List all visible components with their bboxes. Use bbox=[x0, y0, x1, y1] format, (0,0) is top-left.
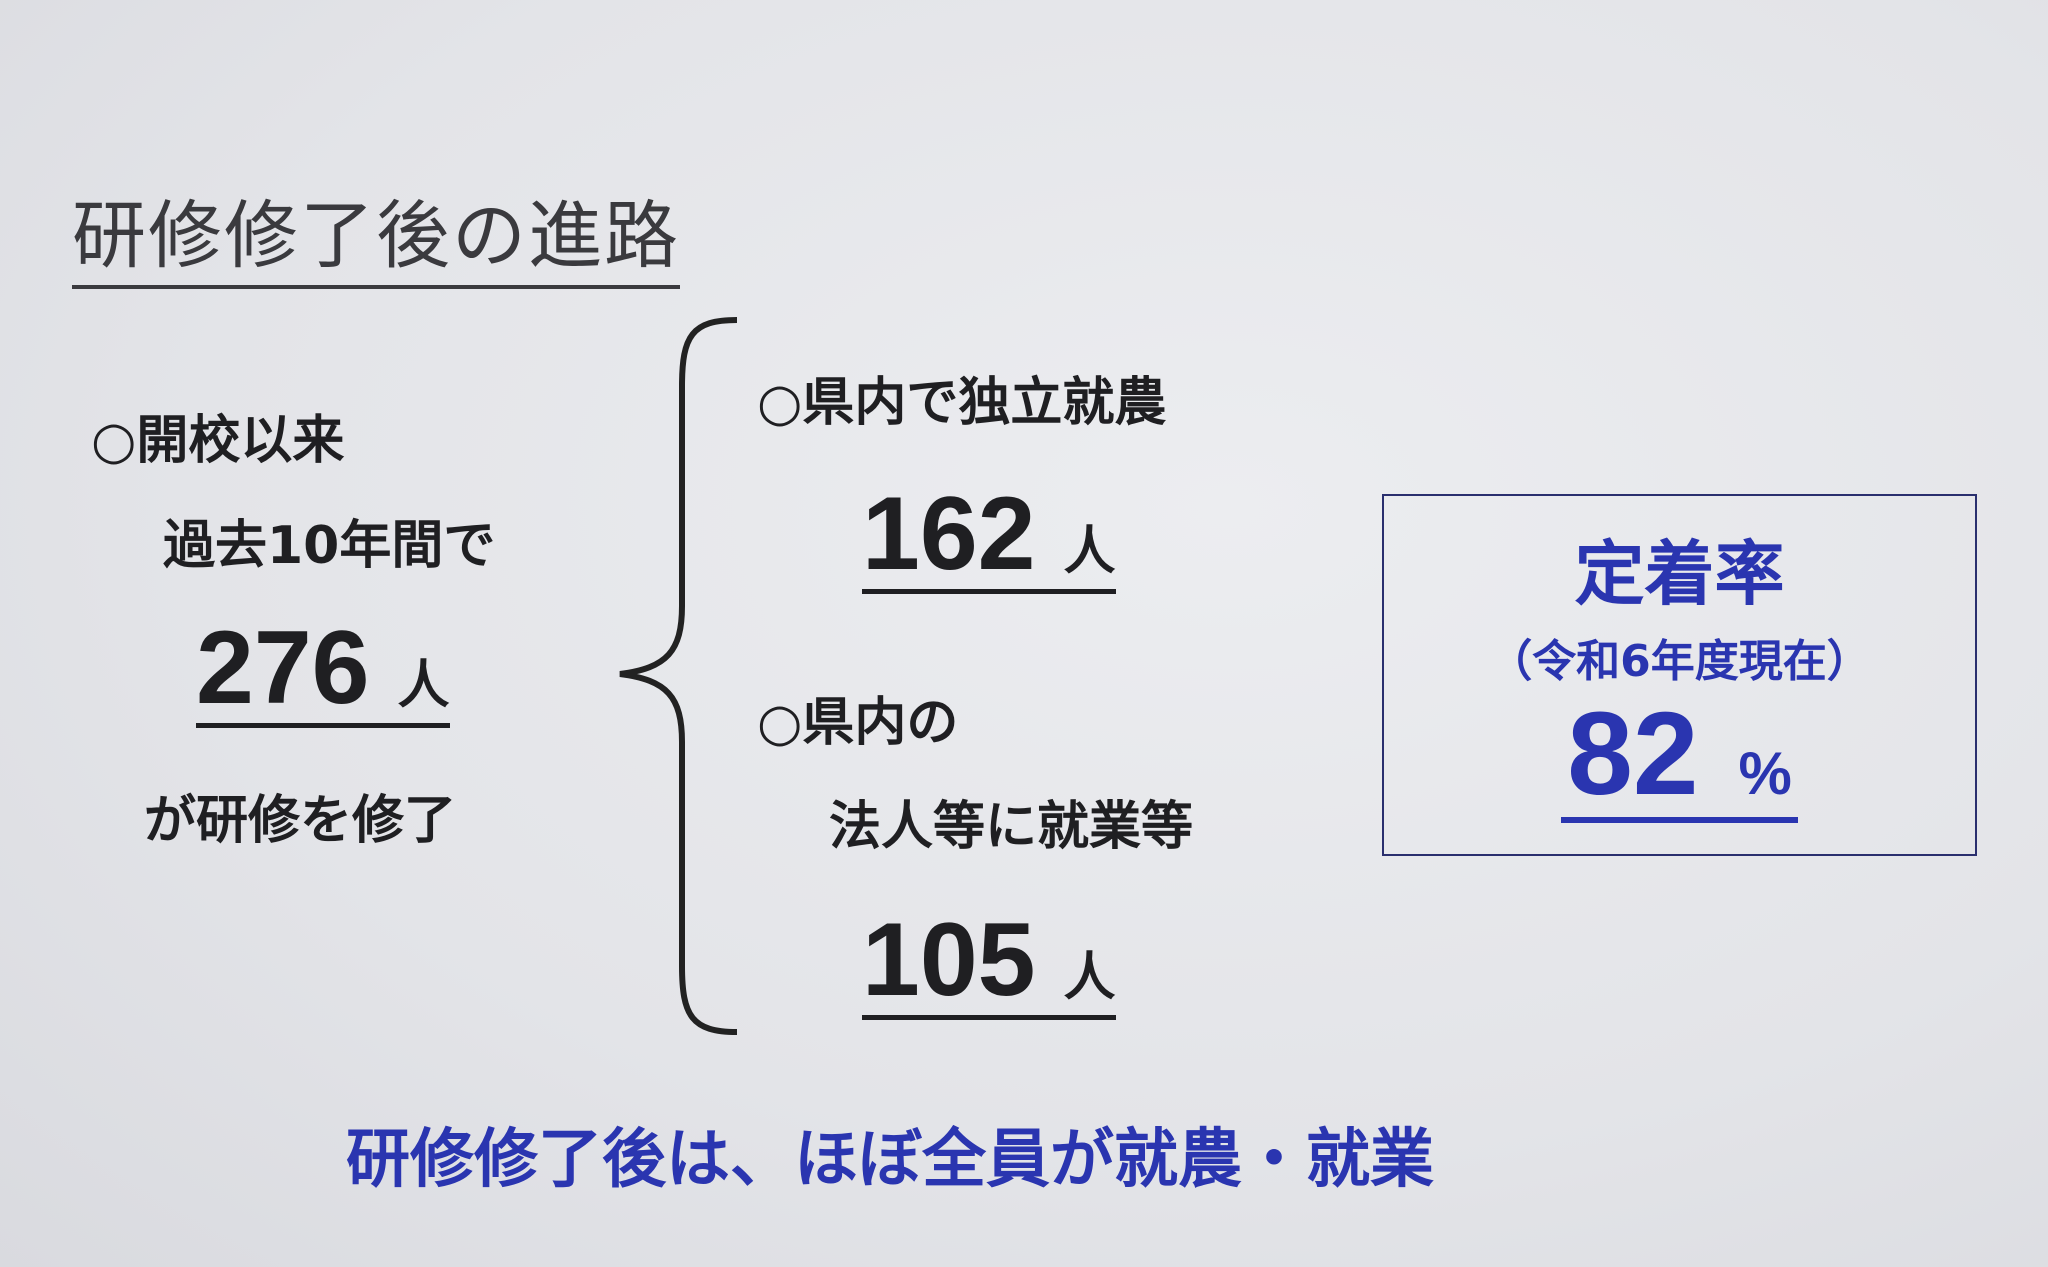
retention-unit: % bbox=[1738, 740, 1792, 807]
total-count: 276 人 bbox=[196, 613, 450, 729]
group2-value: 105 bbox=[862, 902, 1036, 1018]
group1-value: 162 bbox=[862, 476, 1036, 592]
total-value: 276 bbox=[196, 610, 370, 726]
total-unit: 人 bbox=[397, 657, 450, 715]
retention-title: 定着率 bbox=[1574, 533, 1785, 615]
left-line1: ○開校以来 bbox=[91, 411, 345, 471]
group1-label: ○県内で独立就農 bbox=[757, 373, 1167, 433]
page-title: 研修修了後の進路 bbox=[72, 176, 680, 289]
group1-count: 162 人 bbox=[862, 479, 1116, 595]
left-line3: が研修を修了 bbox=[144, 791, 457, 851]
group2-count: 105 人 bbox=[862, 905, 1116, 1021]
retention-box: 定着率 （令和6年度現在） 82% bbox=[1382, 494, 1977, 856]
retention-subtitle: （令和6年度現在） bbox=[1488, 636, 1871, 687]
summary-text: 研修修了後は、ほぼ全員が就農・就業 bbox=[346, 1123, 1434, 1197]
retention-value: 82 bbox=[1567, 688, 1699, 820]
group2-label1: ○県内の bbox=[757, 693, 959, 753]
curly-brace bbox=[619, 317, 738, 1035]
group1-unit: 人 bbox=[1063, 523, 1116, 581]
left-line2: 過去10年間で bbox=[163, 516, 496, 576]
group2-unit: 人 bbox=[1063, 949, 1116, 1007]
group2-label2: 法人等に就業等 bbox=[829, 797, 1194, 857]
retention-rate: 82% bbox=[1561, 692, 1798, 823]
